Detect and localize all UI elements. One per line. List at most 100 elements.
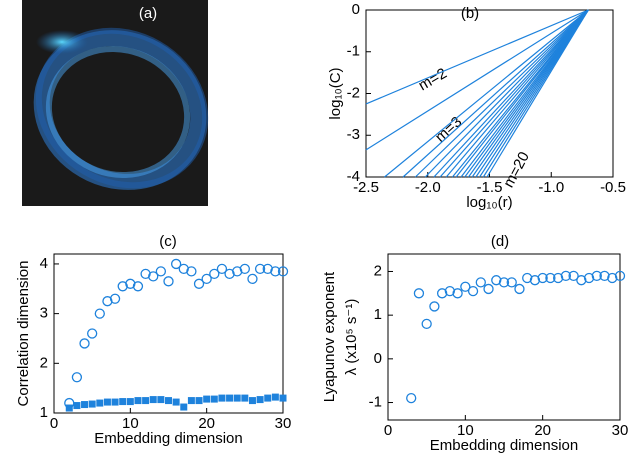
x-tick-label: -1.0 [538, 179, 564, 196]
panel-title: (b) [461, 5, 479, 22]
point [155, 266, 167, 277]
x-axis-label: log₁₀(r) [466, 194, 512, 211]
y-axis-label: log₁₀(C) [327, 67, 344, 119]
line [486, 9, 589, 178]
point [522, 272, 533, 284]
x-tick-label: 30 [612, 422, 629, 439]
point [216, 263, 228, 275]
annotation: m=2 [416, 65, 450, 95]
point [210, 395, 218, 403]
y-tick-label: 1 [40, 404, 48, 421]
point [65, 404, 73, 412]
point [103, 398, 111, 406]
y-axis-label: Correlation dimension [15, 261, 32, 407]
point [226, 394, 234, 402]
x-tick-label: 0 [384, 422, 392, 439]
point [256, 396, 264, 404]
point [248, 397, 256, 405]
panel-title: (a) [139, 5, 157, 22]
panel-title: (d) [491, 233, 509, 250]
x-axis-label: Embedding dimension [94, 430, 242, 447]
y-tick-label: 0 [374, 350, 382, 367]
point [444, 285, 456, 297]
point [607, 272, 618, 284]
point [172, 398, 180, 406]
line [365, 9, 589, 151]
point [232, 266, 243, 277]
y-tick-label: 0 [352, 1, 360, 18]
point [140, 268, 151, 280]
plot-frame [53, 253, 284, 414]
point [560, 270, 572, 281]
point [529, 275, 541, 286]
point [506, 277, 517, 288]
point [498, 277, 510, 288]
point [195, 397, 203, 405]
point [149, 396, 157, 404]
y-tick-label: -2 [347, 84, 360, 101]
x-tick-label: 20 [198, 415, 215, 432]
point [583, 272, 595, 284]
point [436, 288, 448, 299]
point [178, 263, 189, 275]
point [467, 285, 479, 297]
point [591, 270, 602, 281]
point [79, 338, 90, 349]
line [455, 9, 589, 178]
point [413, 288, 425, 299]
x-tick-label: -1.5 [477, 179, 503, 196]
line [424, 9, 589, 178]
point [193, 278, 205, 289]
point [537, 272, 548, 284]
point [264, 394, 272, 402]
point [247, 273, 258, 284]
line [384, 9, 589, 178]
point [142, 397, 150, 405]
point [170, 258, 182, 270]
point [71, 372, 83, 383]
point [218, 394, 226, 402]
point [88, 400, 96, 408]
attractor-image [22, 0, 209, 206]
y-tick-label: 2 [374, 262, 382, 279]
x-tick-label: 10 [122, 415, 139, 432]
y-tick-label: 3 [40, 305, 48, 322]
annotation: m=20 [500, 149, 533, 190]
point [514, 283, 525, 295]
point [568, 270, 579, 281]
point [109, 293, 121, 304]
point [134, 397, 142, 405]
point [186, 266, 197, 277]
line [365, 9, 589, 105]
point [233, 394, 241, 402]
point [277, 266, 289, 277]
y-tick-label: -4 [347, 168, 360, 185]
point [163, 276, 174, 287]
x-tick-label: 20 [534, 422, 551, 439]
point [241, 394, 249, 402]
point [406, 393, 417, 404]
point [117, 281, 128, 292]
point [271, 393, 279, 401]
x-tick-label: 10 [457, 422, 474, 439]
x-tick-label: 30 [275, 415, 292, 432]
point [125, 278, 136, 289]
point [262, 263, 273, 275]
y-axis-label: Lyapunov exponent [321, 271, 338, 402]
line [414, 9, 589, 178]
point [452, 288, 463, 299]
point [119, 398, 127, 406]
point [132, 281, 144, 292]
point [165, 397, 172, 405]
point [475, 277, 486, 288]
y-tick-label: 1 [374, 306, 382, 323]
line [439, 9, 589, 178]
point [209, 268, 220, 280]
point [157, 396, 165, 404]
point [203, 395, 211, 403]
point [491, 275, 502, 286]
point [599, 270, 610, 281]
y-tick-label: -3 [347, 126, 360, 143]
point [483, 283, 494, 295]
